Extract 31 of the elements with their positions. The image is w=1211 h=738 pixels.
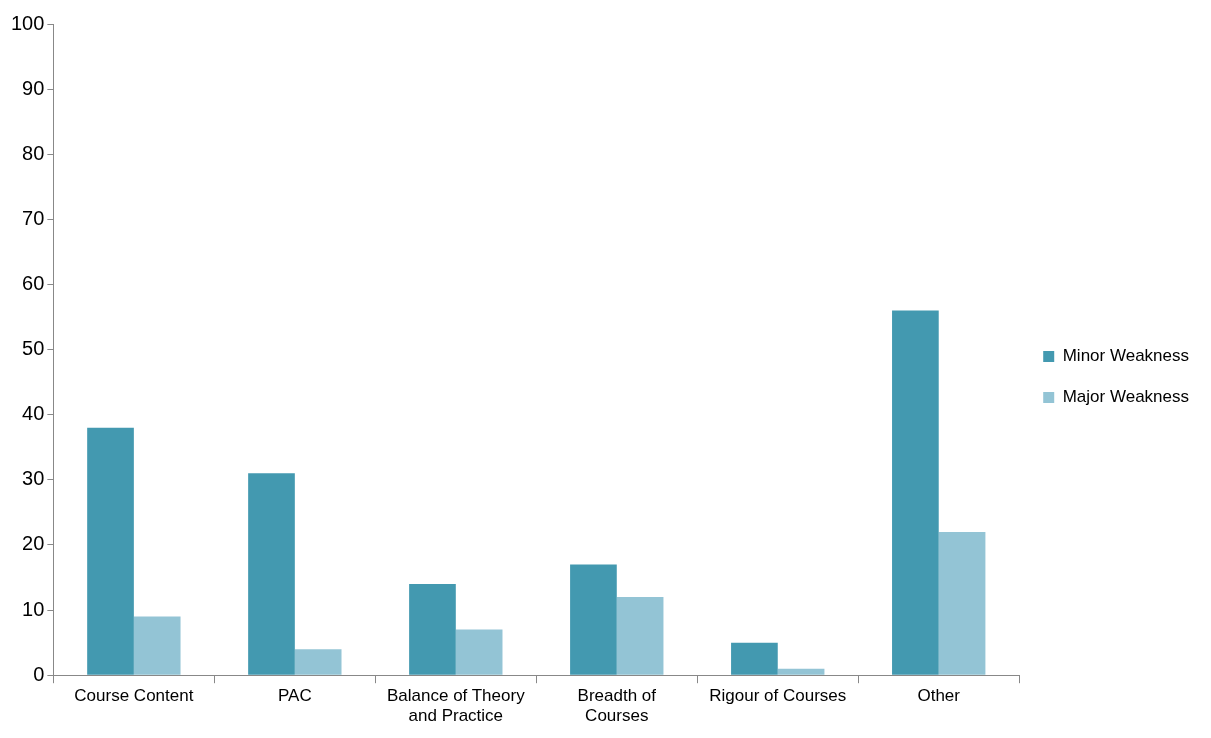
y-tick-label: 0 [33,662,45,685]
y-tick-label: 70 [22,206,45,229]
y-tick-label: 10 [22,597,45,620]
bar [248,473,295,675]
bar [731,642,778,675]
y-tick-label: 100 [10,11,45,34]
y-tick-label: 90 [22,76,45,99]
legend-label: Minor Weakness [1062,346,1190,366]
x-tick-label: Other [917,686,961,706]
bar [570,564,617,675]
y-tick-label: 50 [22,337,45,360]
bar [616,597,664,675]
x-tick-label: PAC [277,686,312,706]
x-tick-label: Rigour of Courses [709,686,847,706]
legend-label: Major Weakness [1062,387,1190,407]
y-tick-label: 60 [22,272,45,294]
bar [455,629,503,675]
bar [294,649,342,675]
y-tick-label: 30 [22,467,45,490]
bar [892,310,939,675]
x-tick-label: Course Content [74,686,194,706]
x-tick-label: Balance of Theory and Practice [386,686,526,726]
y-tick-label: 20 [22,532,45,555]
bar [938,531,986,675]
y-tick-label: 40 [22,402,45,425]
bar [133,616,181,675]
y-tick-label: 80 [22,141,45,164]
bar [777,668,825,675]
x-tick-label: Breadth of Courses [577,686,657,726]
bar [409,584,456,675]
bar [87,427,134,675]
